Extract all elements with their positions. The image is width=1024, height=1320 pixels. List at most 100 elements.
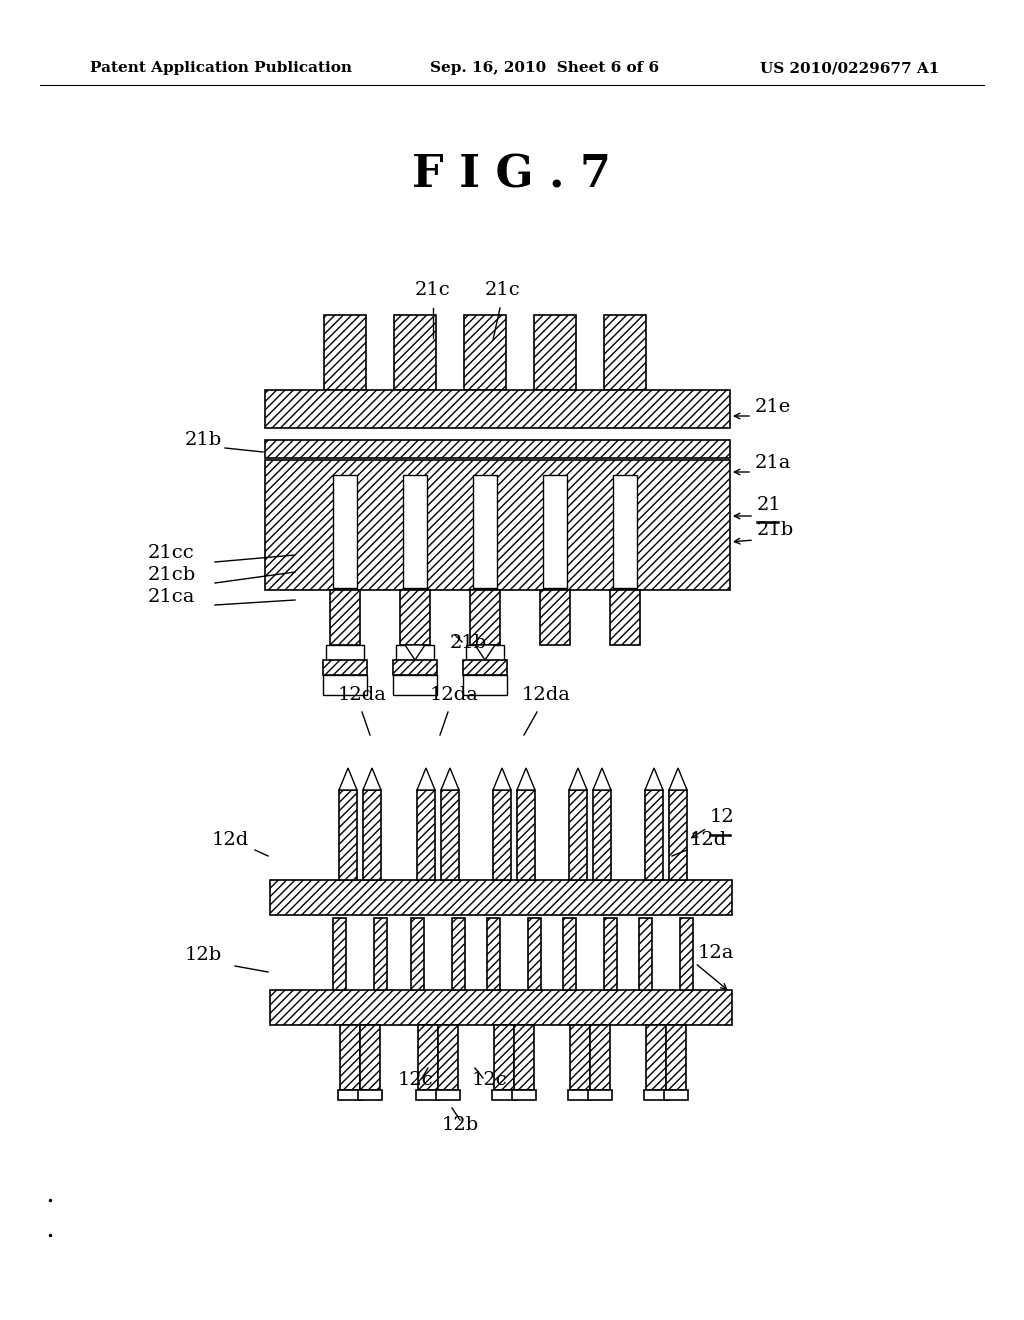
Bar bbox=[265, 440, 730, 458]
Text: 12b: 12b bbox=[441, 1115, 478, 1134]
Text: 12da: 12da bbox=[429, 686, 478, 704]
Bar bbox=[400, 590, 430, 645]
Text: 21ca: 21ca bbox=[148, 587, 196, 606]
Polygon shape bbox=[475, 645, 495, 660]
Bar bbox=[487, 917, 500, 990]
Bar bbox=[493, 789, 511, 880]
Text: 21a: 21a bbox=[755, 454, 792, 473]
Bar bbox=[517, 789, 535, 880]
Polygon shape bbox=[362, 768, 381, 789]
Text: 12da: 12da bbox=[338, 686, 386, 704]
Bar bbox=[492, 1090, 516, 1100]
Bar bbox=[593, 789, 611, 880]
Polygon shape bbox=[669, 768, 687, 789]
Bar bbox=[666, 1026, 686, 1090]
Bar bbox=[514, 1026, 534, 1090]
Bar bbox=[323, 660, 367, 675]
Bar bbox=[340, 1026, 360, 1090]
Bar bbox=[639, 917, 652, 990]
Text: US 2010/0229677 A1: US 2010/0229677 A1 bbox=[760, 61, 939, 75]
Bar bbox=[528, 917, 541, 990]
Text: F I G . 7: F I G . 7 bbox=[413, 153, 611, 197]
Bar bbox=[403, 475, 427, 587]
Bar bbox=[568, 1090, 592, 1100]
Text: 12: 12 bbox=[710, 808, 735, 826]
Polygon shape bbox=[493, 768, 511, 789]
Bar bbox=[543, 475, 567, 587]
Bar bbox=[393, 675, 437, 696]
Bar bbox=[323, 675, 367, 696]
Bar bbox=[333, 917, 346, 990]
Bar bbox=[588, 1090, 612, 1100]
Bar bbox=[441, 789, 459, 880]
Text: 21b: 21b bbox=[185, 432, 222, 449]
Bar bbox=[569, 789, 587, 880]
Text: 21cb: 21cb bbox=[148, 566, 197, 583]
Bar bbox=[645, 789, 663, 880]
Bar bbox=[374, 917, 387, 990]
Text: 12a: 12a bbox=[698, 944, 734, 962]
Bar bbox=[463, 660, 507, 675]
Text: 12d: 12d bbox=[690, 832, 727, 849]
Bar bbox=[610, 590, 640, 645]
Text: 12c: 12c bbox=[472, 1071, 508, 1089]
Polygon shape bbox=[417, 768, 435, 789]
Text: Sep. 16, 2010  Sheet 6 of 6: Sep. 16, 2010 Sheet 6 of 6 bbox=[430, 61, 659, 75]
Bar bbox=[613, 475, 637, 587]
Bar bbox=[463, 675, 507, 696]
Bar bbox=[512, 1090, 536, 1100]
Bar bbox=[669, 789, 687, 880]
Bar bbox=[534, 315, 575, 389]
Text: 21b: 21b bbox=[450, 634, 486, 652]
Bar bbox=[604, 917, 617, 990]
Polygon shape bbox=[645, 768, 663, 789]
Text: 21cc: 21cc bbox=[148, 544, 195, 562]
Polygon shape bbox=[441, 768, 459, 789]
Text: 21e: 21e bbox=[755, 399, 792, 416]
Polygon shape bbox=[517, 768, 535, 789]
Text: 12b: 12b bbox=[185, 946, 222, 964]
Bar bbox=[394, 315, 436, 389]
Bar bbox=[540, 590, 570, 645]
Text: 21: 21 bbox=[757, 496, 781, 513]
Bar bbox=[358, 1090, 382, 1100]
Bar bbox=[664, 1090, 688, 1100]
Text: 21b: 21b bbox=[757, 521, 795, 539]
Bar bbox=[466, 645, 504, 660]
Bar bbox=[452, 917, 465, 990]
Bar bbox=[270, 990, 732, 1026]
Bar bbox=[360, 1026, 380, 1090]
Bar bbox=[393, 660, 437, 675]
Bar bbox=[464, 315, 506, 389]
Bar bbox=[570, 1026, 590, 1090]
Text: 12da: 12da bbox=[521, 686, 570, 704]
Bar bbox=[265, 389, 730, 428]
Bar bbox=[438, 1026, 458, 1090]
Bar bbox=[563, 917, 575, 990]
Polygon shape bbox=[406, 645, 425, 660]
Bar bbox=[646, 1026, 666, 1090]
Bar bbox=[270, 880, 732, 915]
Bar bbox=[680, 917, 693, 990]
Text: 21c: 21c bbox=[415, 281, 451, 300]
Text: 21c: 21c bbox=[485, 281, 521, 300]
Bar bbox=[417, 789, 435, 880]
Bar bbox=[473, 475, 497, 587]
Bar bbox=[396, 645, 434, 660]
Bar bbox=[330, 590, 360, 645]
Bar bbox=[324, 315, 366, 389]
Bar bbox=[590, 1026, 610, 1090]
Text: Patent Application Publication: Patent Application Publication bbox=[90, 61, 352, 75]
Bar bbox=[494, 1026, 514, 1090]
Polygon shape bbox=[569, 768, 587, 789]
Bar bbox=[411, 917, 424, 990]
Bar bbox=[418, 1026, 438, 1090]
Polygon shape bbox=[339, 768, 357, 789]
Bar bbox=[333, 475, 357, 587]
Polygon shape bbox=[593, 768, 611, 789]
Bar bbox=[604, 315, 646, 389]
Bar bbox=[339, 789, 357, 880]
Bar bbox=[338, 1090, 362, 1100]
Bar bbox=[436, 1090, 460, 1100]
Bar bbox=[326, 645, 364, 660]
